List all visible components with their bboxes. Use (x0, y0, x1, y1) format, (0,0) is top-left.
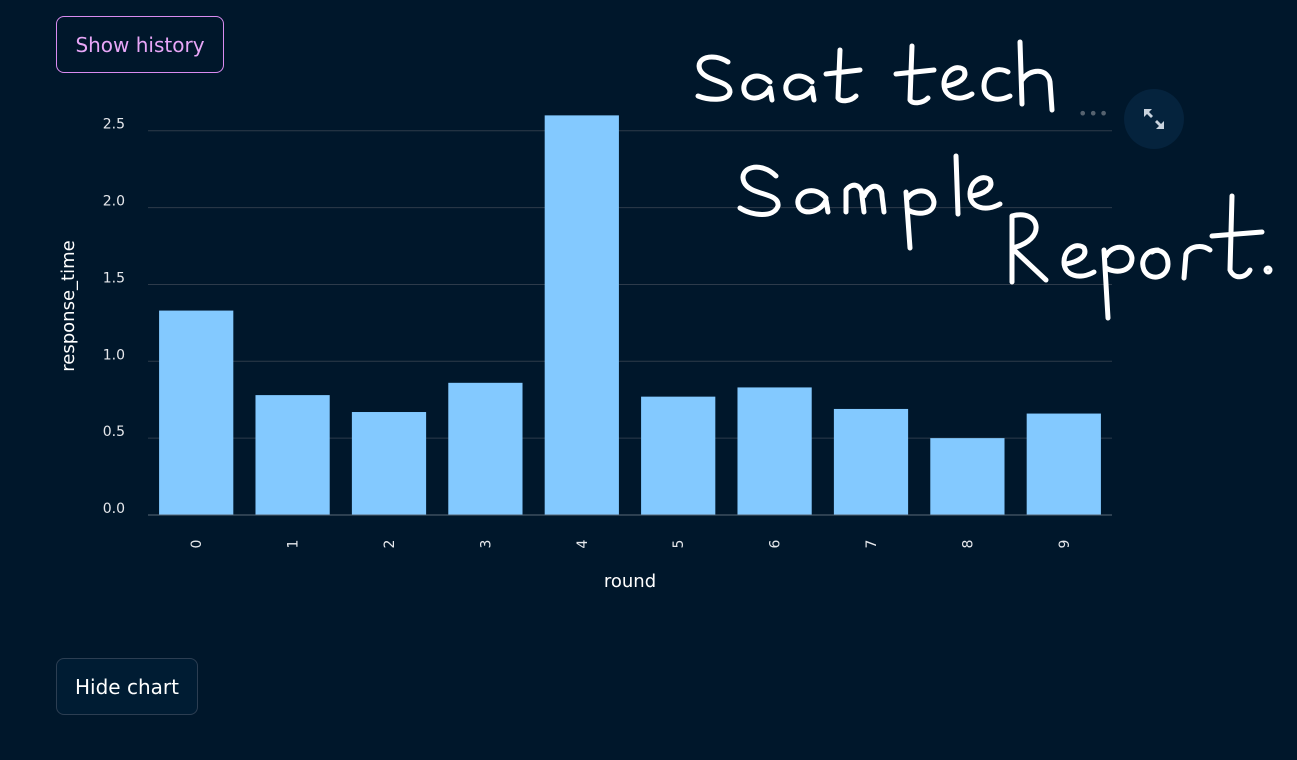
hide-chart-button[interactable]: Hide chart (56, 658, 198, 715)
